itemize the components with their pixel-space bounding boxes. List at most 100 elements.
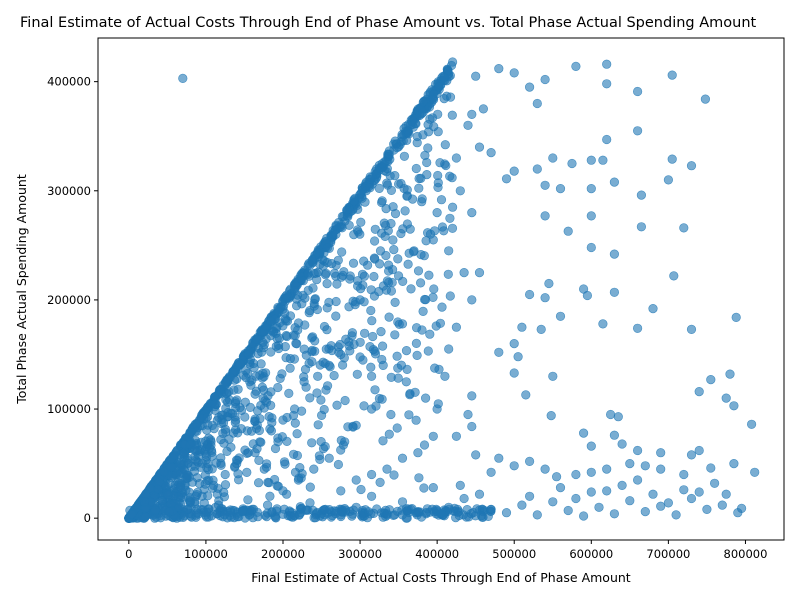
data-point bbox=[532, 510, 542, 520]
data-point bbox=[444, 246, 454, 256]
data-point bbox=[255, 370, 265, 380]
data-point bbox=[251, 423, 262, 434]
data-point bbox=[243, 495, 253, 505]
data-point bbox=[218, 410, 228, 420]
data-point bbox=[648, 489, 658, 499]
data-point bbox=[367, 404, 377, 414]
x-axis-label: Final Estimate of Actual Costs Through E… bbox=[251, 570, 630, 585]
data-point bbox=[532, 98, 542, 109]
data-point bbox=[365, 342, 375, 352]
data-point bbox=[571, 61, 581, 72]
data-point bbox=[632, 475, 643, 485]
data-point bbox=[474, 489, 485, 499]
data-point bbox=[419, 251, 429, 261]
data-point bbox=[282, 290, 292, 300]
y-tick-label: 300000 bbox=[47, 184, 91, 198]
data-point bbox=[253, 406, 263, 416]
data-point bbox=[540, 464, 550, 474]
data-point bbox=[717, 500, 727, 510]
data-point bbox=[404, 129, 414, 139]
data-point bbox=[240, 397, 250, 407]
data-point bbox=[540, 180, 550, 190]
data-point bbox=[409, 246, 419, 256]
data-point bbox=[190, 445, 200, 455]
data-point bbox=[524, 82, 535, 92]
data-point bbox=[656, 464, 666, 474]
data-point bbox=[333, 459, 344, 470]
data-point bbox=[729, 459, 739, 469]
data-point bbox=[355, 352, 365, 362]
data-point bbox=[686, 161, 697, 171]
data-point bbox=[586, 211, 596, 221]
data-point bbox=[369, 253, 380, 263]
data-point bbox=[273, 433, 283, 443]
data-point bbox=[721, 393, 731, 403]
data-point bbox=[613, 412, 623, 422]
data-point bbox=[327, 259, 337, 269]
data-point bbox=[332, 400, 342, 410]
data-point bbox=[234, 475, 244, 485]
y-tick-label: 100000 bbox=[47, 402, 91, 416]
data-point bbox=[226, 408, 236, 418]
data-point bbox=[396, 360, 407, 370]
data-point bbox=[478, 104, 489, 114]
data-point bbox=[544, 278, 554, 289]
data-point bbox=[636, 222, 647, 232]
data-point bbox=[602, 486, 612, 496]
data-point bbox=[459, 268, 469, 278]
data-point bbox=[418, 107, 428, 117]
data-point bbox=[335, 339, 345, 350]
data-point bbox=[746, 419, 757, 429]
data-point bbox=[524, 491, 535, 501]
data-point bbox=[375, 477, 385, 488]
data-point bbox=[351, 475, 361, 485]
data-point bbox=[563, 226, 573, 236]
data-point bbox=[244, 349, 254, 360]
data-point bbox=[356, 484, 366, 495]
data-point bbox=[185, 497, 196, 507]
data-point bbox=[290, 286, 300, 296]
y-axis: 0 100000 200000 300000 400000 bbox=[47, 75, 98, 525]
data-point bbox=[355, 295, 365, 305]
data-point bbox=[265, 491, 275, 501]
data-point bbox=[448, 57, 458, 67]
data-point bbox=[401, 346, 412, 356]
data-point bbox=[378, 360, 388, 371]
data-point bbox=[413, 507, 423, 517]
data-point bbox=[663, 175, 674, 185]
data-point bbox=[176, 482, 186, 492]
data-point bbox=[341, 334, 351, 344]
data-point bbox=[202, 452, 212, 462]
data-point bbox=[448, 202, 458, 212]
data-point bbox=[440, 371, 450, 381]
data-point bbox=[405, 224, 415, 234]
data-point bbox=[382, 178, 392, 188]
data-point bbox=[309, 513, 319, 523]
data-point bbox=[546, 411, 556, 421]
data-point bbox=[586, 155, 596, 165]
data-point bbox=[686, 450, 697, 460]
data-point bbox=[414, 173, 424, 184]
data-point bbox=[571, 493, 581, 504]
data-point bbox=[247, 504, 257, 515]
data-point bbox=[270, 474, 280, 485]
data-point bbox=[447, 110, 457, 120]
data-point bbox=[444, 344, 454, 354]
data-point bbox=[273, 382, 283, 393]
data-point bbox=[571, 469, 581, 480]
data-point bbox=[232, 459, 242, 469]
data-point bbox=[386, 185, 397, 195]
data-point bbox=[307, 256, 317, 266]
data-point bbox=[451, 322, 462, 332]
data-point bbox=[308, 283, 318, 293]
data-point bbox=[419, 483, 429, 493]
data-point bbox=[250, 389, 260, 399]
data-point bbox=[540, 211, 550, 221]
data-point bbox=[336, 349, 346, 360]
data-point bbox=[447, 223, 458, 233]
data-point bbox=[342, 205, 352, 215]
data-point bbox=[667, 154, 677, 164]
data-point bbox=[343, 422, 353, 432]
data-point bbox=[312, 275, 322, 285]
data-point bbox=[625, 459, 635, 469]
